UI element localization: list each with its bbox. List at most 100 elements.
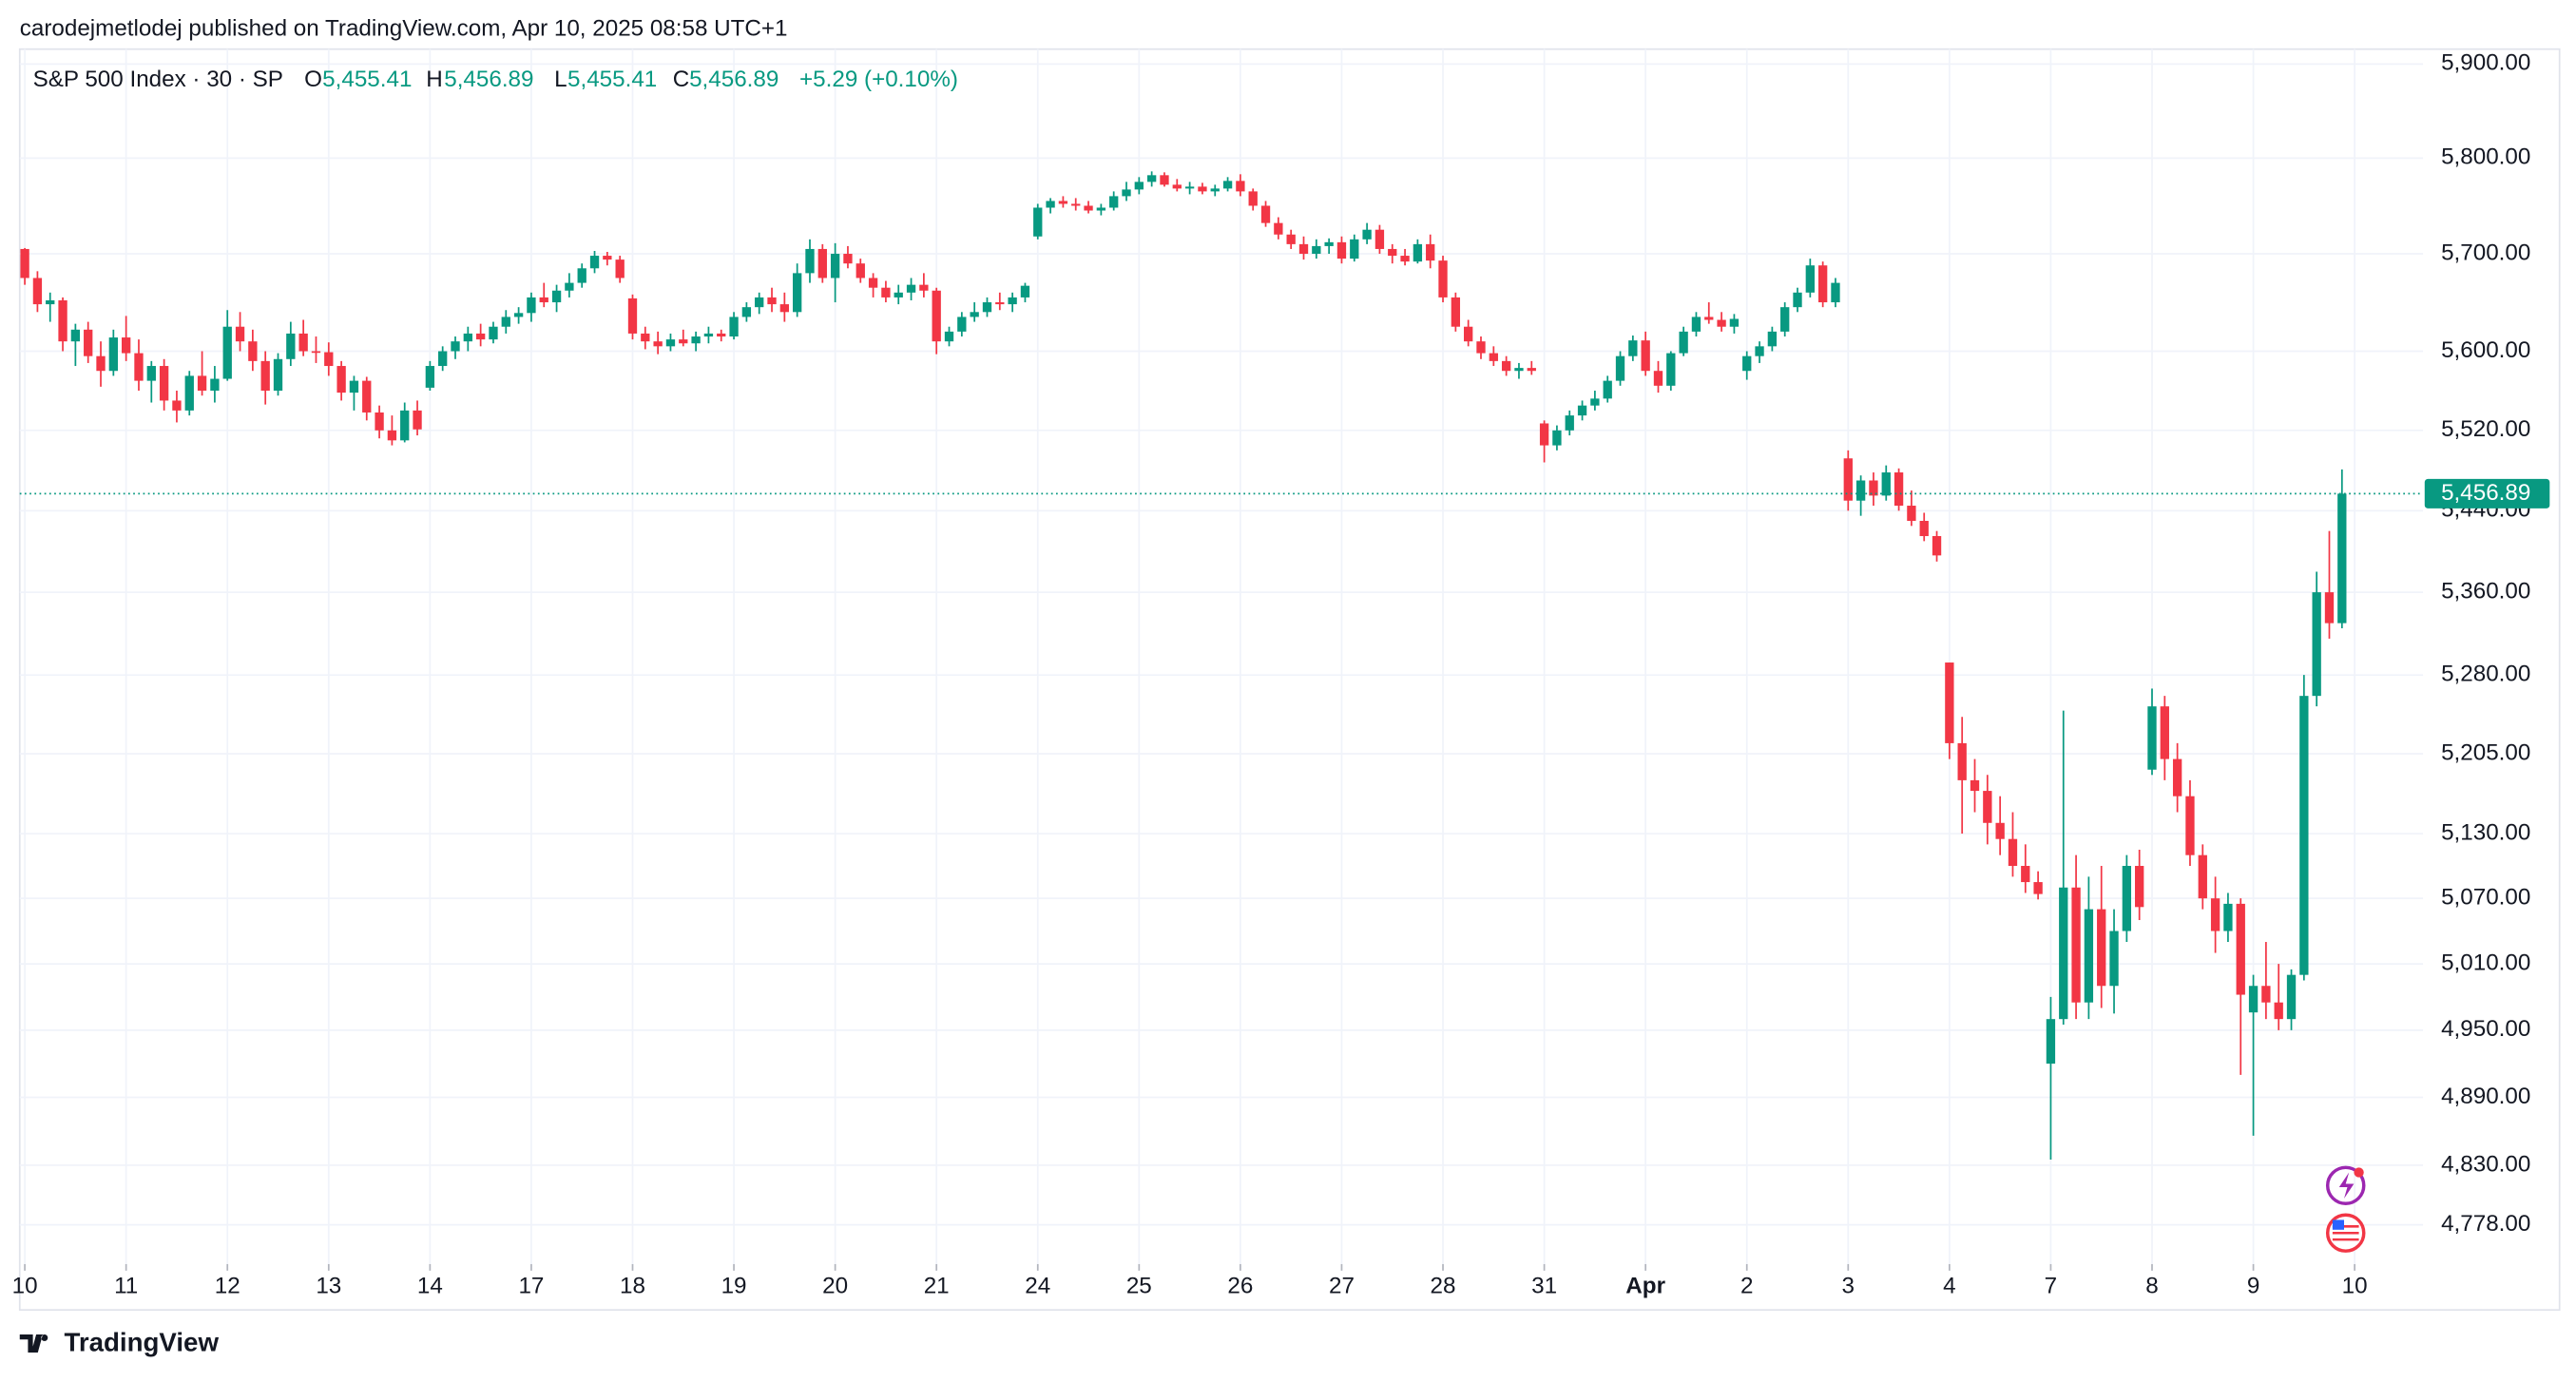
y-tick-label: 5,010.00: [2441, 950, 2530, 976]
candle-body: [387, 430, 397, 441]
candle-body: [1869, 480, 1878, 496]
x-tick-label: 12: [215, 1274, 240, 1299]
candle-body: [1919, 520, 1929, 537]
x-tick-label: 3: [1842, 1274, 1855, 1299]
candle-body: [2071, 887, 2081, 1003]
candle-body: [551, 290, 562, 303]
candle-body: [2299, 696, 2309, 975]
candle-body: [1033, 207, 1043, 237]
candle-body: [539, 297, 548, 303]
x-tick-label: 4: [1943, 1274, 1955, 1299]
candle-body: [1058, 201, 1068, 204]
legend-key: O: [304, 67, 322, 92]
candle-body: [336, 366, 346, 393]
candle-body: [58, 299, 67, 342]
candle-body: [627, 298, 638, 334]
candle-body: [1451, 297, 1461, 327]
candle-body: [1464, 326, 1473, 342]
candle-body: [589, 256, 600, 269]
y-tick-label: 5,600.00: [2441, 337, 2530, 363]
candle-body: [1729, 318, 1740, 327]
y-tick-label: 5,700.00: [2441, 240, 2530, 265]
candle-body: [1793, 292, 1802, 308]
candle-body: [1248, 191, 1258, 206]
candle-body: [1096, 207, 1106, 211]
x-tick-label: 28: [1431, 1274, 1456, 1299]
alert-icon: [2325, 1165, 2366, 1205]
candle-body: [298, 333, 308, 352]
candle-body: [1755, 346, 1764, 356]
candle-body: [995, 302, 1005, 305]
candle-body: [1336, 241, 1347, 259]
candle-body: [1084, 205, 1093, 211]
x-tick-label: 17: [518, 1274, 544, 1299]
candle-body: [1236, 181, 1245, 192]
candle-body: [1881, 472, 1891, 496]
x-tick-label: Apr: [1625, 1274, 1665, 1299]
candle-body: [1286, 234, 1296, 244]
candle-body: [2261, 986, 2271, 1003]
candle-body: [134, 353, 144, 381]
candle-body: [793, 273, 802, 313]
candle-body: [779, 304, 790, 313]
candle-body: [729, 317, 739, 337]
candle-body: [1260, 205, 1271, 223]
candle-body: [2210, 898, 2220, 931]
candle-body: [463, 333, 472, 342]
candle-body: [2021, 866, 2030, 883]
candle-body: [2324, 592, 2335, 624]
y-tick-label: 5,070.00: [2441, 885, 2530, 911]
candle-body: [121, 337, 131, 354]
candle-body: [184, 375, 194, 411]
candle-body: [1008, 297, 1017, 305]
candle-body: [1222, 181, 1233, 189]
x-tick-label: 14: [417, 1274, 443, 1299]
flag-canton: [2332, 1219, 2344, 1230]
candle-body: [286, 333, 296, 359]
candle-body: [32, 278, 43, 305]
candle-body: [1666, 353, 1676, 386]
candle-body: [1552, 430, 1562, 446]
candle-body: [349, 380, 359, 393]
candle-body: [1691, 317, 1701, 332]
candle-body: [172, 400, 182, 411]
candle-body: [248, 341, 258, 361]
grid: [19, 48, 2424, 1264]
candle-body: [1489, 353, 1498, 361]
candle-body: [501, 317, 510, 327]
x-tick-label: 25: [1126, 1274, 1152, 1299]
candle-body: [2172, 758, 2182, 797]
candle-body: [1514, 368, 1524, 372]
candle-body: [2135, 866, 2144, 908]
candle-body: [1362, 229, 1372, 240]
candle-body: [2122, 866, 2132, 931]
candle-body: [1413, 243, 1423, 262]
candle-body: [767, 297, 777, 305]
candle-body: [489, 326, 498, 340]
candle-body: [2059, 887, 2068, 1020]
legend-key: H: [426, 67, 442, 92]
candle-body: [1983, 791, 1992, 823]
alert-dot: [2354, 1167, 2364, 1178]
candle-body: [235, 326, 245, 342]
y-tick-label: 5,205.00: [2441, 739, 2530, 765]
candle-body: [1945, 662, 1954, 743]
candle-body: [1590, 398, 1600, 406]
candle-body: [438, 351, 448, 367]
footer-brand: TradingView: [64, 1328, 219, 1357]
legend-key: C: [673, 67, 689, 92]
candle-body: [919, 284, 929, 291]
candle-body: [1071, 203, 1081, 206]
candle-body: [2084, 909, 2094, 1003]
candle-body: [679, 339, 688, 344]
candle-body: [755, 297, 764, 308]
candle-body: [1184, 186, 1195, 189]
x-tick-label: 11: [114, 1274, 138, 1299]
candle-body: [1298, 243, 1309, 255]
candle-body: [1046, 201, 1055, 208]
candle-body: [665, 339, 676, 347]
candle-body: [1995, 822, 2005, 839]
candle-body: [982, 302, 992, 313]
